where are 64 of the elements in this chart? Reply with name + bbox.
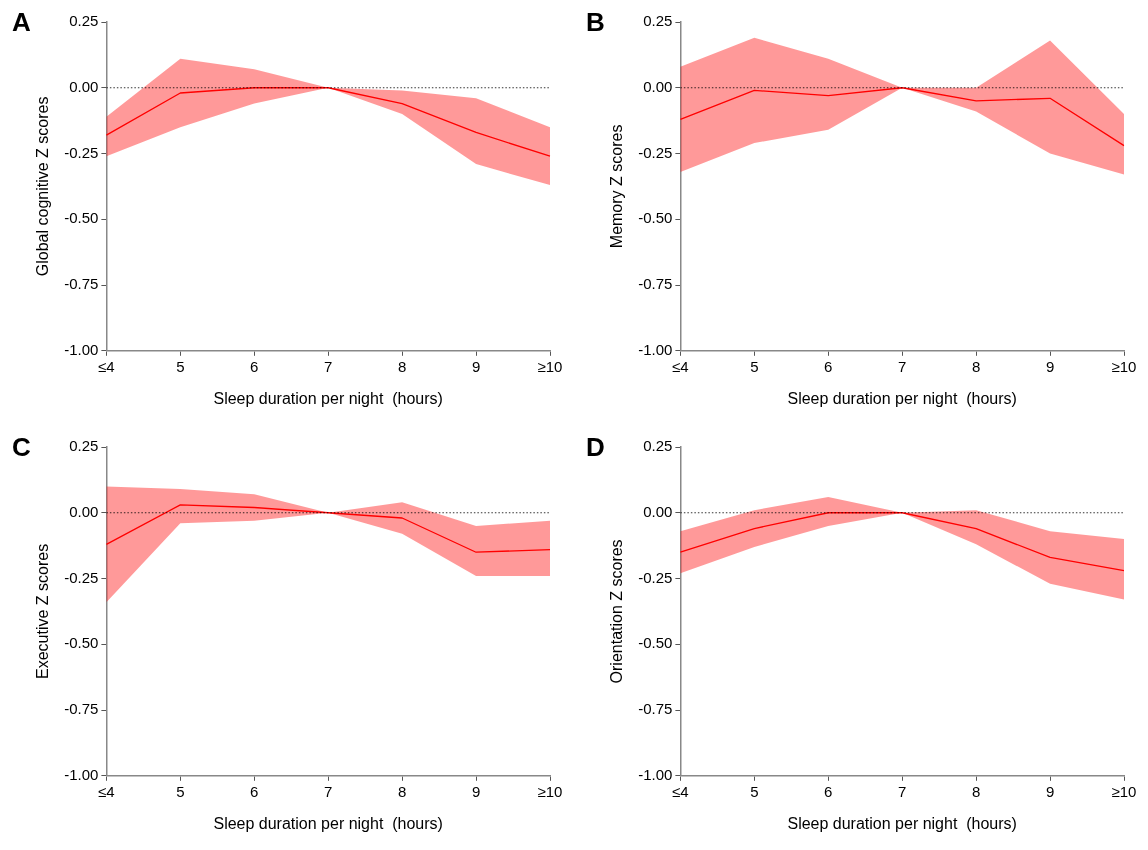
x-tick-label: ≤4 [98,782,115,800]
y-tick-label: -0.50 [638,634,673,652]
x-tick-label: 5 [176,357,185,375]
y-tick-label: -1.00 [64,765,99,783]
x-axis-title: Sleep duration per night (hours) [213,389,443,407]
x-tick-label: 7 [324,357,333,375]
y-tick-label: -1.00 [64,340,99,358]
x-axis-title: Sleep duration per night (hours) [787,389,1017,407]
y-tick-label: 0.00 [643,502,673,520]
x-tick-label: 9 [1045,782,1055,800]
y-tick-label: -0.25 [64,143,99,161]
y-tick-label: -0.50 [64,209,99,227]
x-tick-label: ≤4 [672,357,689,375]
y-tick-label: -0.25 [64,568,99,586]
x-tick-label: 9 [471,357,481,375]
y-tick-label: 0.25 [69,12,99,30]
y-tick-label: -0.75 [638,700,673,718]
y-tick-label: 0.25 [69,437,99,455]
x-tick-label: 6 [824,782,833,800]
y-tick-label: -0.50 [64,634,99,652]
x-axis-title: Sleep duration per night (hours) [787,814,1017,832]
y-tick-label: -0.75 [64,700,99,718]
y-axis-title: Memory Z scores [608,124,626,249]
chart-title: C [12,432,31,463]
x-tick-label: 7 [898,782,907,800]
y-tick-label: -0.50 [638,209,673,227]
x-tick-label: 5 [176,782,185,800]
chart-title: D [586,432,605,463]
x-tick-label: ≤4 [672,782,689,800]
y-tick-label: -0.25 [638,568,673,586]
y-tick-label: -0.75 [64,275,99,293]
y-tick-label: -1.00 [638,765,673,783]
x-tick-label: ≥10 [1111,357,1137,375]
x-tick-label: 8 [971,782,981,800]
x-tick-label: 5 [750,357,759,375]
y-tick-label: -0.75 [638,275,673,293]
y-tick-label: 0.25 [643,12,673,30]
x-tick-label: ≤4 [98,357,115,375]
y-tick-label: 0.00 [643,77,673,95]
y-tick-label: 0.00 [69,77,99,95]
chart-title: A [12,7,31,38]
x-tick-label: 8 [397,782,407,800]
x-tick-label: ≥10 [537,782,563,800]
y-tick-label: -0.25 [638,143,673,161]
x-axis-title: Sleep duration per night (hours) [213,814,443,832]
x-tick-label: 6 [824,357,833,375]
x-tick-label: 9 [1045,357,1055,375]
y-tick-label: 0.25 [643,437,673,455]
y-axis-title: Executive Z scores [34,543,52,679]
x-tick-label: 7 [898,357,907,375]
x-tick-label: ≥10 [537,357,563,375]
x-tick-label: 5 [750,782,759,800]
y-axis-title: Global cognitive Z scores [34,96,52,277]
y-axis-title: Orientation Z scores [608,539,626,684]
y-tick-label: 0.00 [69,502,99,520]
y-tick-label: -1.00 [638,340,673,358]
chart-title: B [586,7,605,38]
x-tick-label: 9 [471,782,481,800]
x-tick-label: 8 [397,357,407,375]
x-tick-label: ≥10 [1111,782,1137,800]
x-tick-label: 6 [250,782,259,800]
x-tick-label: 6 [250,357,259,375]
x-tick-label: 7 [324,782,333,800]
x-tick-label: 8 [971,357,981,375]
